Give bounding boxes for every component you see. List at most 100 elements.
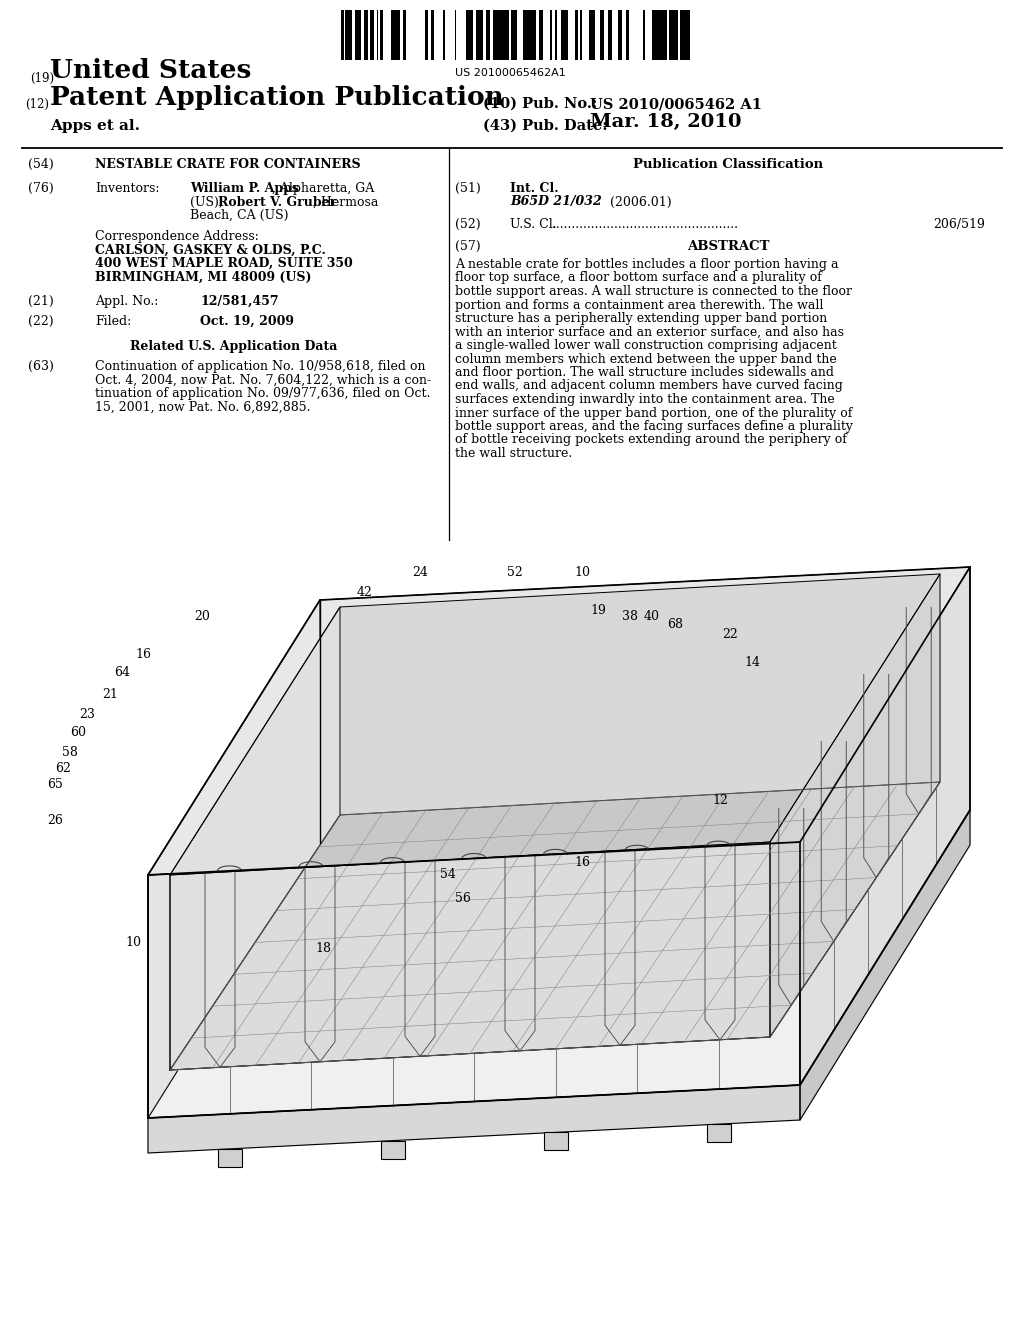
Text: 24: 24 [412,566,428,579]
Text: (76): (76) [28,182,53,195]
Text: Patent Application Publication: Patent Application Publication [50,84,504,110]
Bar [593,11,595,59]
Text: (57): (57) [455,240,480,253]
Text: inner surface of the upper band portion, one of the plurality of: inner surface of the upper band portion,… [455,407,852,420]
Text: United States: United States [50,58,251,83]
Text: 18: 18 [315,941,331,954]
Text: Publication Classification: Publication Classification [634,158,823,172]
Bar [607,11,611,59]
Bar [365,11,369,59]
Text: with an interior surface and an exterior surface, and also has: with an interior surface and an exterior… [455,326,844,338]
Bar [682,11,685,59]
Text: U.S. Cl.: U.S. Cl. [510,218,557,231]
Bar [680,11,682,59]
Bar [525,11,529,59]
Bar [589,11,593,59]
Text: 64: 64 [114,665,130,678]
Text: floor top surface, a floor bottom surface and a plurality of: floor top surface, a floor bottom surfac… [455,272,822,285]
Bar [217,1148,242,1167]
Bar [370,11,374,59]
Text: 60: 60 [70,726,86,739]
Text: Oct. 19, 2009: Oct. 19, 2009 [200,315,294,327]
Text: B65D 21/032: B65D 21/032 [510,195,602,209]
Text: US 2010/0065462 A1: US 2010/0065462 A1 [590,96,762,111]
Polygon shape [170,781,940,1071]
Text: Inventors:: Inventors: [95,182,160,195]
Bar [676,11,678,59]
Text: and floor portion. The wall structure includes sidewalls and: and floor portion. The wall structure in… [455,366,834,379]
Text: surfaces extending inwardly into the containment area. The: surfaces extending inwardly into the con… [455,393,835,407]
Bar [531,11,532,59]
Text: 56: 56 [455,891,471,904]
Text: Oct. 4, 2004, now Pat. No. 7,604,122, which is a con-: Oct. 4, 2004, now Pat. No. 7,604,122, wh… [95,374,431,387]
Bar [377,11,378,59]
Bar [381,1140,404,1159]
Text: Beach, CA (US): Beach, CA (US) [190,209,289,222]
Text: 12: 12 [712,793,728,807]
Text: (12): (12) [25,98,49,111]
Text: ................................................: ........................................… [548,218,738,231]
Polygon shape [800,568,970,1085]
Bar [501,11,505,59]
Polygon shape [800,810,970,1119]
Text: Correspondence Address:: Correspondence Address: [95,230,259,243]
Text: 68: 68 [667,619,683,631]
Bar [497,11,501,59]
Bar [477,11,480,59]
Bar [349,11,352,59]
Text: (22): (22) [28,315,53,327]
Bar [673,11,676,59]
Text: (52): (52) [455,218,480,231]
Bar [561,11,565,59]
Bar [565,11,568,59]
Text: (43) Pub. Date:: (43) Pub. Date: [483,119,608,133]
Bar [486,11,490,59]
Text: 15, 2001, now Pat. No. 6,892,885.: 15, 2001, now Pat. No. 6,892,885. [95,400,310,413]
Polygon shape [170,607,340,1071]
Bar [671,11,673,59]
Bar [688,11,690,59]
Text: Int. Cl.: Int. Cl. [510,182,559,195]
Text: bottle support areas, and the facing surfaces define a plurality: bottle support areas, and the facing sur… [455,420,853,433]
Text: A nestable crate for bottles includes a floor portion having a: A nestable crate for bottles includes a … [455,257,839,271]
Bar [442,11,445,59]
Bar [425,11,428,59]
Text: column members which extend between the upper band the: column members which extend between the … [455,352,837,366]
Text: (21): (21) [28,294,53,308]
Bar [550,11,552,59]
Bar [529,11,531,59]
Text: 10: 10 [125,936,141,949]
Text: Appl. No.:: Appl. No.: [95,294,159,308]
Bar [669,11,671,59]
Text: Filed:: Filed: [95,315,131,327]
Bar [455,11,456,59]
Text: 26: 26 [47,813,62,826]
Bar [505,11,509,59]
Bar [651,11,654,59]
Text: 12/581,457: 12/581,457 [200,294,279,308]
Bar [476,11,477,59]
Bar [341,11,344,59]
Bar [660,11,665,59]
Text: CARLSON, GASKEY & OLDS, P.C.: CARLSON, GASKEY & OLDS, P.C. [95,243,326,256]
Text: (10) Pub. No.:: (10) Pub. No.: [483,96,597,111]
Bar [380,11,383,59]
Bar [643,11,645,59]
Text: 52: 52 [507,566,523,579]
Text: US 20100065462A1: US 20100065462A1 [455,69,565,78]
Text: 42: 42 [357,586,373,598]
Text: (63): (63) [28,360,54,374]
Text: 54: 54 [440,869,456,882]
Text: of bottle receiving pockets extending around the periphery of: of bottle receiving pockets extending ar… [455,433,847,446]
Bar [512,11,513,59]
Bar [707,1125,730,1142]
Bar [480,11,483,59]
Polygon shape [148,1085,800,1152]
Text: 16: 16 [135,648,151,661]
Text: (51): (51) [455,182,480,195]
Text: 400 WEST MAPLE ROAD, SUITE 350: 400 WEST MAPLE ROAD, SUITE 350 [95,257,352,271]
Bar [540,11,544,59]
Bar [523,11,525,59]
Bar [358,11,360,59]
Bar [397,11,400,59]
